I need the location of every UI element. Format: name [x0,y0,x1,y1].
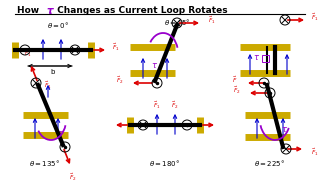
Bar [262,55,269,62]
Text: $\vec{F}_2$: $\vec{F}_2$ [233,84,241,96]
Text: $\vec{F}_1$: $\vec{F}_1$ [112,41,120,53]
Text: $\vec{F}_2$: $\vec{F}_2$ [69,172,77,180]
Text: $\theta=135°$: $\theta=135°$ [29,158,60,168]
Text: $\vec{F}_1$: $\vec{F}_1$ [311,147,319,158]
Text: $\vec{F}_1$: $\vec{F}_1$ [153,100,161,111]
Text: $\vec{F}$: $\vec{F}$ [232,75,238,85]
Text: Changes as Current Loop Rotates: Changes as Current Loop Rotates [54,6,228,15]
Text: $\tau$: $\tau$ [253,53,260,62]
Text: $\theta=225°$: $\theta=225°$ [254,158,285,168]
Text: $\vec{F}_1$: $\vec{F}_1$ [208,14,216,26]
Text: How: How [17,6,42,15]
Text: τ: τ [46,6,52,16]
Text: $\theta=180°$: $\theta=180°$ [149,158,180,168]
Text: b: b [51,69,55,75]
Text: $\tau$: $\tau$ [282,125,289,134]
Text: $\vec{F}_2$: $\vec{F}_2$ [171,100,179,111]
Text: $\vec{F}_2$: $\vec{F}_2$ [116,75,124,86]
Text: $\tau$: $\tau$ [58,129,65,138]
Text: $\vec{F}_1$: $\vec{F}_1$ [311,12,319,22]
Text: $\theta=45°$: $\theta=45°$ [164,17,190,27]
Text: $\theta=0°$: $\theta=0°$ [47,20,69,30]
Text: $\tau$: $\tau$ [151,60,158,69]
Text: $\vec{F}_1$: $\vec{F}_1$ [24,48,32,58]
Text: $\vec{F}_1$: $\vec{F}_1$ [44,79,52,91]
